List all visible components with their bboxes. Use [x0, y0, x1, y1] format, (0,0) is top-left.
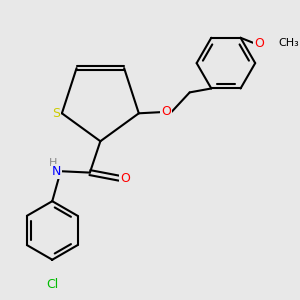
Text: O: O	[254, 37, 264, 50]
Text: O: O	[161, 105, 171, 119]
Text: H: H	[49, 158, 57, 168]
Text: Cl: Cl	[46, 278, 59, 291]
Text: CH₃: CH₃	[278, 38, 299, 48]
Text: N: N	[52, 165, 61, 178]
Text: O: O	[120, 172, 130, 185]
Text: S: S	[52, 107, 60, 120]
